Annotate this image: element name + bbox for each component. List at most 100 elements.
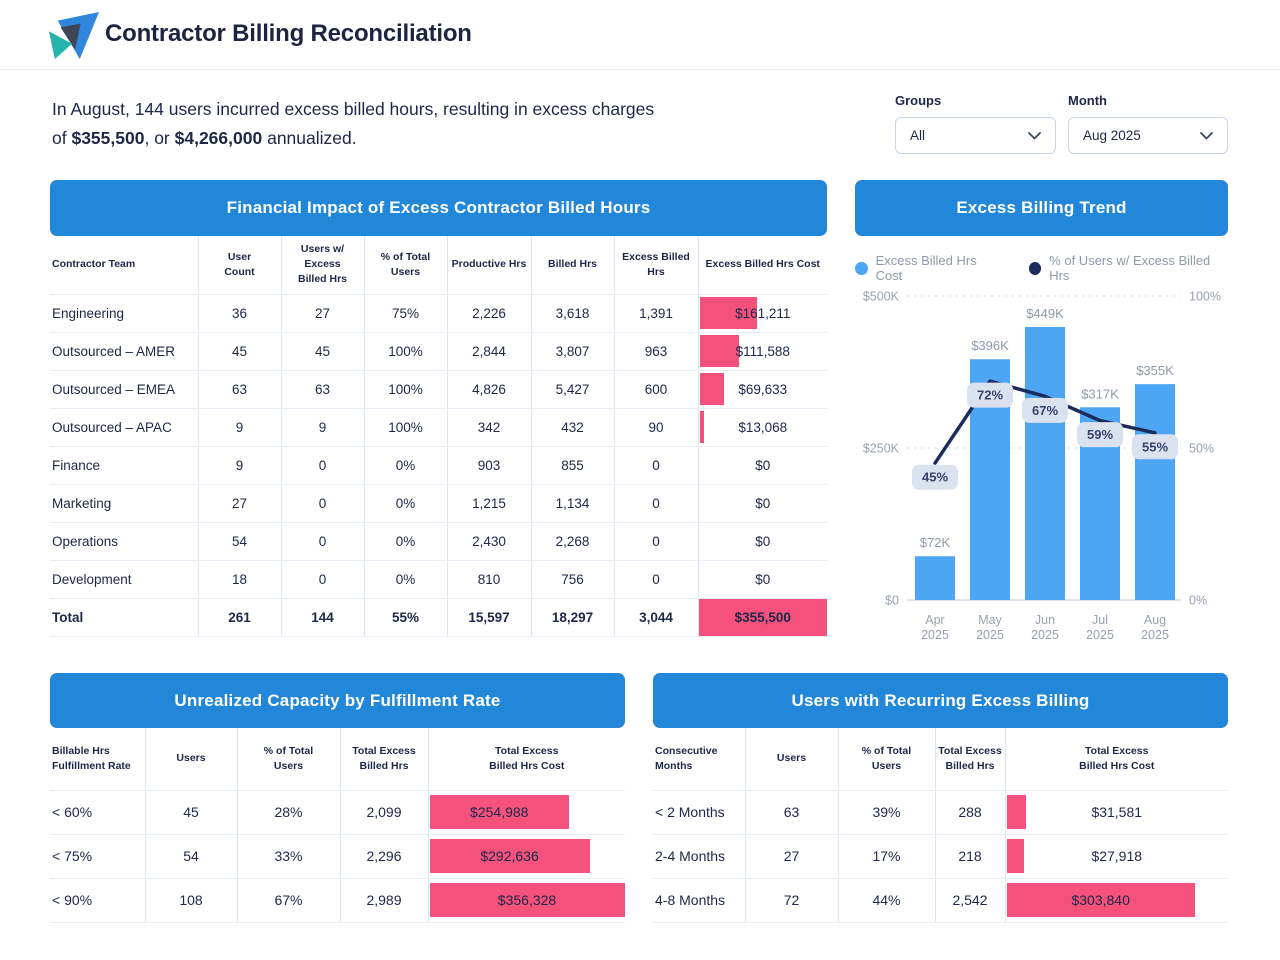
table-cell: 3,807: [531, 332, 615, 371]
column-header: Total Excess Billed Hrs: [935, 728, 1006, 791]
recurring-excess-billing-panel: Users with Recurring Excess Billing Cons…: [653, 673, 1228, 923]
table-cell: $303,840: [1005, 878, 1228, 923]
table-cell: < 60%: [50, 790, 146, 835]
svg-text:$250K: $250K: [863, 442, 900, 456]
excess-billing-trend-chart: $72K $396K $449K $317K $355K 45% 72% 67% 59% 55% $…: [863, 290, 1221, 643]
table-cell: 33%: [237, 834, 341, 879]
table-cell: Engineering: [50, 294, 199, 333]
table-cell: 2,268: [531, 522, 615, 561]
table-cell: 90: [614, 408, 699, 447]
unrealized-capacity-table: Billable Hrs Fulfillment Rate Users% of T…: [50, 728, 625, 923]
column-header: Excess Billed Hrs: [614, 236, 699, 295]
table-row: Operations 54 0 0% 2,430 2,268 0 $0: [50, 522, 827, 561]
table-cell: 0: [614, 560, 699, 599]
table-cell: 18,297: [531, 598, 615, 637]
app-logo-icon: [49, 11, 99, 60]
table-header-row: Contractor Team User Count Users w/ Excess…: [50, 236, 827, 295]
table-cell: 432: [531, 408, 615, 447]
table-cell: 855: [531, 446, 615, 485]
table-row: Finance 9 0 0% 903 855 0 $0: [50, 446, 827, 485]
table-cell: 0%: [364, 560, 448, 599]
table-cell: 2,296: [340, 834, 429, 879]
table-cell: 63: [281, 370, 365, 409]
table-row: Outsourced – EMEA 63 63 100% 4,826 5,427 600 $6…: [50, 370, 827, 409]
table-cell: 36: [198, 294, 282, 333]
table-cell: 2,099: [340, 790, 429, 835]
table-cell: 4-8 Months: [653, 878, 746, 923]
unrealized-capacity-panel-title: Unrealized Capacity by Fulfillment Rate: [50, 673, 625, 728]
svg-text:2025: 2025: [921, 628, 949, 642]
svg-text:$500K: $500K: [863, 290, 900, 304]
svg-text:May: May: [978, 613, 1002, 627]
table-cell: 0: [614, 522, 699, 561]
svg-text:67%: 67%: [1032, 403, 1058, 418]
table-cell: $0: [698, 560, 827, 599]
column-header: Billed Hrs: [531, 236, 615, 295]
svg-text:Aug: Aug: [1144, 613, 1166, 627]
table-cell: 2-4 Months: [653, 834, 746, 879]
table-cell: < 90%: [50, 878, 146, 923]
cost-bar: $254,988: [429, 795, 569, 829]
table-row: Development 18 0 0% 810 756 0 $0: [50, 560, 827, 599]
table-cell: $111,588: [698, 332, 827, 371]
table-cell: 0%: [364, 446, 448, 485]
legend-dot-cost: [855, 261, 868, 275]
legend-item-pct-users: % of Users w/ Excess Billed Hrs: [1028, 253, 1228, 283]
table-cell: $0: [698, 522, 827, 561]
month-select[interactable]: Aug 2025: [1068, 117, 1228, 154]
table-row: Outsourced – APAC 9 9 100% 342 432 90 $13,068: [50, 408, 827, 447]
svg-text:$449K: $449K: [1026, 306, 1064, 321]
svg-text:Jul: Jul: [1092, 613, 1108, 627]
cost-value: $303,840: [1071, 892, 1130, 908]
table-cell: 63: [745, 790, 839, 835]
table-cell: 44%: [838, 878, 936, 923]
table-cell: 27: [745, 834, 839, 879]
groups-select[interactable]: All: [895, 117, 1056, 154]
table-cell: 963: [614, 332, 699, 371]
legend-item-cost: Excess Billed Hrs Cost: [855, 253, 1003, 283]
cost-value: $13,068: [738, 419, 788, 435]
page-title: Contractor Billing Reconciliation: [105, 20, 472, 47]
table-row: Engineering 36 27 75% 2,226 3,618 1,391 $161,21…: [50, 294, 827, 333]
table-cell: 45: [281, 332, 365, 371]
svg-text:50%: 50%: [1189, 442, 1214, 456]
table-cell: Outsourced – AMER: [50, 332, 199, 371]
table-cell: 63: [198, 370, 282, 409]
table-cell: 0: [281, 560, 365, 599]
financial-impact-panel: Financial Impact of Excess Contractor Bi…: [50, 180, 827, 637]
table-cell: $27,918: [1005, 834, 1228, 879]
table-cell: 28%: [237, 790, 341, 835]
table-cell: 2,844: [447, 332, 532, 371]
table-cell: < 75%: [50, 834, 146, 879]
svg-text:55%: 55%: [1142, 439, 1168, 454]
table-cell: 288: [935, 790, 1006, 835]
table-cell: 2,226: [447, 294, 532, 333]
legend-label-cost: Excess Billed Hrs Cost: [875, 253, 977, 283]
table-cell: 9: [198, 446, 282, 485]
svg-text:0%: 0%: [1189, 594, 1207, 608]
table-cell: 0: [281, 446, 365, 485]
column-header: % of Total Users: [237, 728, 341, 791]
column-header: User Count: [198, 236, 282, 295]
table-total-row: Total 261 144 55% 15,597 18,297 3,044 $355,500: [50, 598, 827, 637]
cost-bar: [699, 335, 740, 367]
table-cell: 9: [281, 408, 365, 447]
cost-value: $31,581: [1091, 804, 1143, 820]
table-row: Marketing 27 0 0% 1,215 1,134 0 $0: [50, 484, 827, 523]
summary-highlight: $355,500: [71, 128, 145, 149]
table-cell: 2,542: [935, 878, 1006, 923]
table-cell: 39%: [838, 790, 936, 835]
table-cell: 75%: [364, 294, 448, 333]
table-cell: $0: [698, 484, 827, 523]
column-header: Total Excess Billed Hrs: [340, 728, 429, 791]
table-cell: 2,989: [340, 878, 429, 923]
cost-value: $111,588: [735, 343, 790, 359]
table-cell: 0%: [364, 522, 448, 561]
table-row: < 60% 45 28% 2,099 $254,988: [50, 790, 625, 835]
svg-text:Jun: Jun: [1035, 613, 1055, 627]
table-cell: $0: [698, 446, 827, 485]
table-cell: 218: [935, 834, 1006, 879]
table-row: < 75% 54 33% 2,296 $292,636: [50, 834, 625, 879]
table-cell: 756: [531, 560, 615, 599]
